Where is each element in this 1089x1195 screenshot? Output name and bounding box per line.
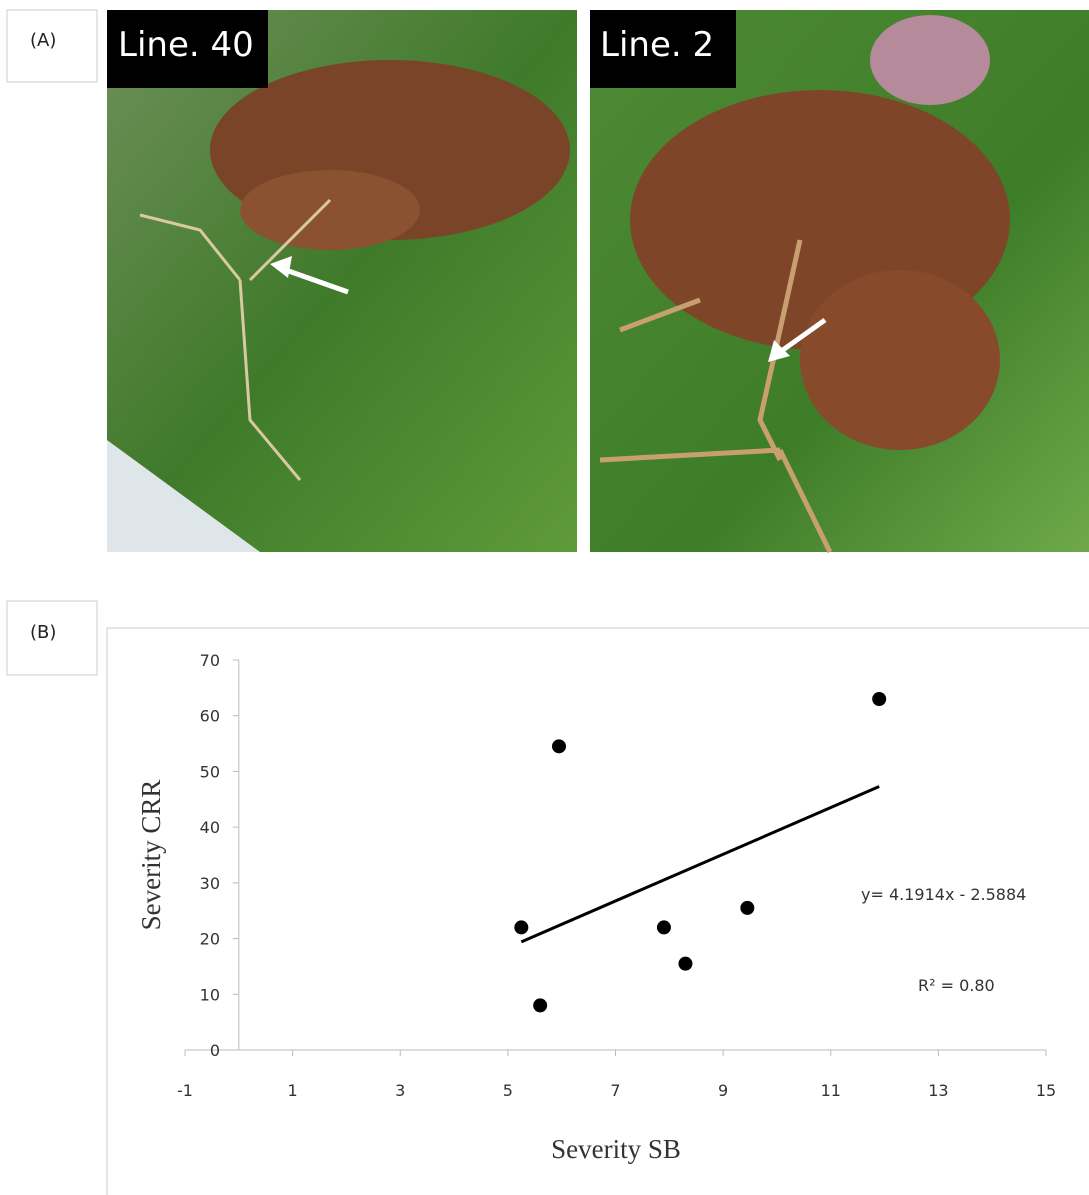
x-tick-label: 3 — [395, 1081, 405, 1100]
x-tick-label: 7 — [610, 1081, 620, 1100]
x-tick-label: 1 — [288, 1081, 298, 1100]
photo: Line. 2 — [590, 10, 1089, 552]
x-tick-label: 11 — [821, 1081, 841, 1100]
x-tick-label: -1 — [177, 1081, 193, 1100]
point — [657, 920, 671, 934]
point — [552, 739, 566, 753]
panel-label: (B) — [30, 622, 56, 643]
chart-frame — [107, 628, 1089, 1195]
x-tick-label: 9 — [718, 1081, 728, 1100]
y-axis-label: Severity CRR — [136, 780, 166, 931]
x-tick-label: 13 — [928, 1081, 948, 1100]
y-tick-label: 50 — [200, 762, 220, 781]
trendline — [521, 787, 879, 942]
stem — [870, 15, 990, 105]
y-tick-label: 70 — [200, 651, 220, 670]
x-tick-label: 15 — [1036, 1081, 1056, 1100]
y-tick-label: 0 — [210, 1041, 220, 1060]
r2-label: R² = 0.80 — [918, 976, 995, 995]
photo-label: Line. 40 — [118, 25, 254, 65]
point — [678, 957, 692, 971]
point — [533, 998, 547, 1012]
soil — [240, 170, 420, 250]
point — [514, 920, 528, 934]
point — [740, 901, 754, 915]
y-tick-label: 40 — [200, 818, 220, 837]
soil — [800, 270, 1000, 450]
y-tick-label: 60 — [200, 707, 220, 726]
panel-label: (A) — [30, 30, 56, 51]
y-tick-label: 30 — [200, 874, 220, 893]
photo: Line. 40 — [107, 10, 577, 552]
x-axis-label: Severity SB — [551, 1134, 681, 1164]
y-tick-label: 20 — [200, 930, 220, 949]
x-tick-label: 5 — [503, 1081, 513, 1100]
point — [872, 692, 886, 706]
figure: (A) Line. 40 Line. 2 (B) Severity CRR Se… — [0, 0, 1089, 1195]
photo-label: Line. 2 — [600, 25, 714, 65]
y-tick-label: 10 — [200, 985, 220, 1004]
equation: y= 4.1914x - 2.5884 — [861, 885, 1026, 904]
